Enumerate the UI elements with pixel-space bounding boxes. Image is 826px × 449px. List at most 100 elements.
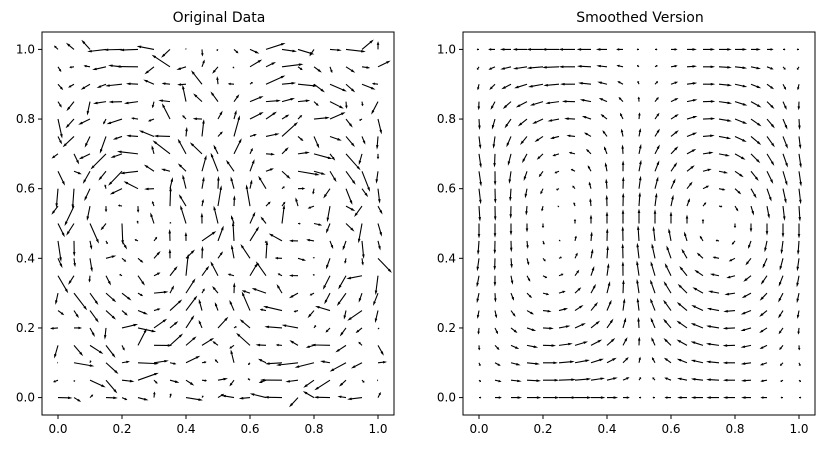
quiver-arrow <box>510 379 522 383</box>
quiver-arrow <box>297 136 304 142</box>
quiver-arrow <box>325 327 331 333</box>
quiver-arrow <box>154 344 173 347</box>
quiver-arrow <box>377 118 382 135</box>
quiver-arrow <box>226 159 235 172</box>
quiver-arrow <box>230 215 235 224</box>
quiver-arrow <box>233 195 236 207</box>
quiver-arrow <box>81 39 91 50</box>
quiver-arrow <box>542 275 548 279</box>
quiver-arrow <box>477 223 481 239</box>
quiver-arrow <box>277 273 283 277</box>
quiver-arrow <box>663 281 672 294</box>
quiver-arrow <box>212 341 219 346</box>
x-tick-label: 0.8 <box>725 422 744 436</box>
quiver-arrow <box>182 84 187 102</box>
quiver-arrow <box>201 395 204 398</box>
y-tick-label: 0.4 <box>437 251 456 265</box>
quiver-arrow <box>652 226 656 241</box>
quiver-arrow <box>558 239 561 242</box>
quiver-arrow <box>734 170 744 178</box>
quiver-arrow <box>249 48 260 54</box>
quiver-arrows <box>476 48 802 399</box>
quiver-arrow <box>760 275 768 285</box>
quiver-arrow <box>57 83 64 91</box>
quiver-arrow <box>121 310 128 316</box>
quiver-arrow <box>376 41 380 50</box>
quiver-arrow <box>478 379 481 383</box>
quiver-arrow <box>345 101 348 109</box>
quiver-arrow <box>722 344 736 347</box>
quiver-arrow <box>343 310 347 320</box>
quiver-arrow <box>526 48 543 51</box>
quiver-arrow <box>265 111 277 120</box>
quiver-arrow <box>151 101 155 109</box>
quiver-arrow <box>201 176 205 189</box>
quiver-arrow <box>88 275 91 283</box>
x-tick-label: 1.0 <box>368 422 387 436</box>
quiver-arrow <box>493 275 497 287</box>
quiver-arrow <box>288 292 299 299</box>
quiver-arrow <box>702 151 714 155</box>
x-tick-label: 0.2 <box>112 422 131 436</box>
quiver-arrow <box>654 176 659 189</box>
quiver-arrow <box>230 176 235 189</box>
quiver-arrow <box>782 206 786 221</box>
quiver-arrow <box>109 188 123 195</box>
quiver-arrow <box>377 223 382 237</box>
quiver-arrow <box>185 249 195 259</box>
quiver-arrow <box>542 257 546 262</box>
quiver-arrow <box>73 397 82 402</box>
quiver-arrow <box>68 275 75 285</box>
quiver-arrow <box>488 48 495 51</box>
quiver-arrow <box>264 325 283 329</box>
quiver-arrow <box>509 240 513 253</box>
quiver-arrow <box>182 115 187 120</box>
quiver-arrow <box>525 223 529 233</box>
quiver-arrow <box>297 99 311 103</box>
quiver-arrow <box>345 136 355 148</box>
quiver-arrow <box>558 308 569 312</box>
quiver-arrow <box>169 285 175 294</box>
quiver-arrow <box>478 362 481 367</box>
quiver-arrow <box>73 362 95 367</box>
quiver-arrow <box>281 82 297 85</box>
quiver-arrow <box>168 248 172 259</box>
quiver-arrow <box>765 223 769 236</box>
quiver-arrow <box>138 130 155 137</box>
quiver-arrow <box>502 101 512 109</box>
quiver-arrow <box>545 101 560 105</box>
quiver-arrow <box>229 344 235 349</box>
quiver-arrow <box>221 394 235 399</box>
quiver-arrow <box>289 239 299 243</box>
quiver-arrow <box>84 188 91 201</box>
quiver-arrow <box>169 222 172 224</box>
quiver-arrow <box>377 205 383 215</box>
quiver-arrow <box>681 248 688 259</box>
quiver-arrow <box>104 184 107 189</box>
quiver-arrow <box>637 208 641 224</box>
quiver-arrow <box>477 240 480 256</box>
quiver-arrow <box>509 188 512 202</box>
quiver-arrow <box>374 275 379 296</box>
quiver-arrow <box>556 188 560 191</box>
quiver-arrow <box>345 170 356 185</box>
quiver-arrow <box>782 101 787 110</box>
quiver-arrow <box>337 395 347 399</box>
quiver-arrow <box>265 75 286 85</box>
quiver-arrow <box>297 48 315 55</box>
quiver-arrow <box>766 101 775 109</box>
quiver-arrow <box>311 343 331 347</box>
quiver-arrow <box>476 293 480 304</box>
quiver-arrow <box>797 101 801 111</box>
quiver-arrow <box>177 83 187 86</box>
quiver-arrow <box>53 379 59 383</box>
quiver-arrow <box>724 292 736 296</box>
quiver-arrow <box>558 256 562 259</box>
quiver-arrow <box>590 231 593 241</box>
quiver-arrow <box>558 378 576 381</box>
quiver-arrow <box>578 82 592 85</box>
quiver-arrow <box>511 396 523 399</box>
x-tick-label: 1.0 <box>789 422 808 436</box>
quiver-arrow <box>572 185 576 190</box>
quiver-arrow <box>54 345 59 359</box>
